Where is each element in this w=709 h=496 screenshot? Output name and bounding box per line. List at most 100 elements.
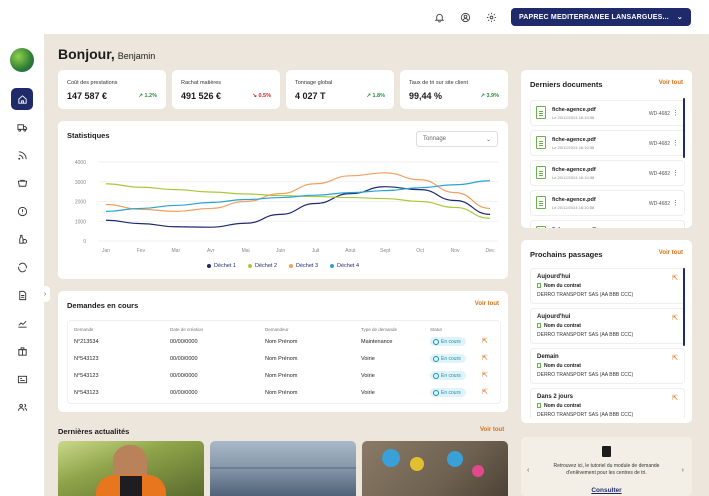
passage-item[interactable]: Aujourd'hui Nom du contrat DERRO TRANSPO… [530,268,685,304]
file-icon [536,136,546,149]
request-id[interactable]: N°213534 [74,339,99,345]
passage-item[interactable]: Dans 2 jours Nom du contrat DERRO TRANSP… [530,388,685,418]
passage-company: DERRO TRANSPORT SAS (AA BBB CCC) [537,372,634,378]
x-tick-label: Nov [451,248,460,254]
package-icon[interactable] [11,340,33,362]
external-link-icon[interactable]: ⇱ [482,372,488,379]
news-image[interactable] [362,441,508,496]
external-link-icon[interactable]: ⇱ [672,355,678,362]
sidebar [0,34,44,496]
status-badge: En cours [430,371,466,380]
kpi-label: Coût des prestations [67,80,118,86]
document-item[interactable]: fiche-agence.pdf ⋮ [530,220,685,228]
passages-card: Prochains passages Voir tout Aujourd'hui… [521,240,692,423]
y-tick-label: 2000 [75,200,86,206]
external-link-icon[interactable]: ⇱ [672,315,678,322]
documents-see-all-link[interactable]: Voir tout [658,80,683,86]
organization-select[interactable]: PAPREC MEDITERRANEE LANSARGUES... ⌄ [510,8,691,26]
bottles-icon[interactable] [11,228,33,250]
more-vertical-icon[interactable]: ⋮ [672,140,679,147]
clock-icon [433,389,439,396]
news-see-all-link[interactable]: Voir tout [480,427,505,433]
statistics-card: Statistiques Tonnage ⌄ 0 1000 2000 3000 4000… [58,121,508,279]
kpi-label: Tonnage global [295,80,333,86]
document-item[interactable]: fiche-agence.pdf Le 20/12/2024 16:10:58 … [530,190,685,216]
document-icon[interactable] [11,284,33,306]
chevron-down-icon: ⌄ [676,14,683,21]
documents-card: Derniers documents Voir tout fiche-agenc… [521,70,692,228]
passage-item[interactable]: Demain Nom du contrat DERRO TRANSPORT SA… [530,348,685,384]
gear-icon[interactable] [483,8,501,26]
legend-item[interactable]: Déchet 2 [247,263,277,269]
news-title: Dernières actualités [58,427,130,436]
home-icon[interactable] [11,88,33,110]
trend-down-icon: ↘ [252,93,259,99]
passages-see-all-link[interactable]: Voir tout [658,250,683,256]
news-image[interactable] [210,441,356,496]
document-date: Le 20/12/2024 16:10:58 [552,115,595,120]
scrollbar[interactable] [683,268,685,346]
chart-icon[interactable] [11,312,33,334]
truck-icon[interactable] [11,116,33,138]
document-ref: WD-4682 [648,171,670,177]
legend-item[interactable]: Déchet 3 [289,263,318,269]
tutorial-link[interactable]: Consulter [591,487,622,494]
documents-list[interactable]: fiche-agence.pdf Le 20/12/2024 16:10:58 … [521,96,692,228]
sidebar-collapse-button[interactable]: › [40,286,50,302]
document-ref: WD-4682 [648,201,670,207]
column-header: Demandeur [265,327,289,332]
users-icon[interactable] [11,396,33,418]
alert-icon[interactable] [11,200,33,222]
horizon-line [210,467,356,469]
request-id[interactable]: N°543123 [74,390,99,396]
external-link-icon[interactable]: ⇱ [482,389,488,396]
external-link-icon[interactable]: ⇱ [482,338,488,345]
legend-item[interactable]: Déchet 1 [206,263,236,269]
requests-see-all-link[interactable]: Voir tout [474,301,499,307]
more-vertical-icon[interactable]: ⋮ [672,200,679,207]
rss-icon[interactable] [11,144,33,166]
file-icon [536,166,546,179]
clock-icon [433,372,439,379]
external-link-icon[interactable]: ⇱ [672,395,678,402]
user-circle-icon[interactable] [457,8,475,26]
legend-item[interactable]: Déchet 4 [330,263,359,269]
request-id[interactable]: N°543123 [74,373,99,379]
legend-swatch [206,263,211,268]
document-icon [602,446,611,457]
chevron-left-icon[interactable]: ‹ [527,467,530,474]
more-vertical-icon[interactable]: ⋮ [672,170,679,177]
document-item[interactable]: fiche-agence.pdf Le 20/12/2024 16:10:58 … [530,160,685,186]
passages-list[interactable]: Aujourd'hui Nom du contrat DERRO TRANSPO… [521,266,692,418]
chevron-right-icon[interactable]: › [681,467,684,474]
external-link-icon[interactable]: ⇱ [672,275,678,282]
bell-icon[interactable] [431,8,449,26]
news-image[interactable] [58,441,204,496]
kpi-value: 99,44 % [409,91,443,101]
document-item[interactable]: fiche-agence.pdf Le 20/12/2024 16:10:58 … [530,130,685,156]
document-item[interactable]: fiche-agence.pdf Le 20/12/2024 16:10:58 … [530,100,685,126]
passage-item[interactable]: Aujourd'hui Nom du contrat DERRO TRANSPO… [530,308,685,344]
chevron-down-icon: ⌄ [485,136,491,143]
metric-select[interactable]: Tonnage ⌄ [416,131,498,147]
more-vertical-icon[interactable]: ⋮ [672,110,679,117]
x-tick-label: Sept [380,248,391,254]
request-id[interactable]: N°543123 [74,356,99,362]
passage-when: Dans 2 jours [537,394,574,400]
status-badge: En cours [430,354,466,363]
recycle-icon[interactable] [11,256,33,278]
id-card-icon[interactable] [11,368,33,390]
passage-contract: Nom du contrat [537,323,581,329]
logo[interactable] [10,48,34,72]
kpi-card: Coût des prestations 147 587 € ↗ 1.2% [58,70,166,109]
external-link-icon[interactable]: ⇱ [482,355,488,362]
contract-icon [537,283,541,289]
status-badge: En cours [430,337,466,346]
y-tick-label: 1000 [75,219,86,225]
container-icon[interactable] [11,172,33,194]
series-line-1 [105,186,491,228]
passage-when: Aujourd'hui [537,314,571,320]
x-tick-label: Fev [137,248,146,254]
scrollbar[interactable] [683,98,685,158]
legend-swatch [289,263,293,268]
